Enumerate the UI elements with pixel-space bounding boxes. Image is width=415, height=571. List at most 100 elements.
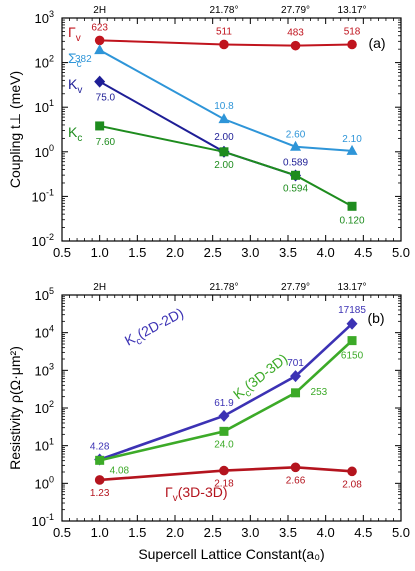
y-tick-label: 100 — [35, 143, 54, 160]
x-tick-label: 3.5 — [279, 525, 297, 540]
y-axis-title: Resistivity ρ(Ω·μm²) — [7, 346, 23, 470]
panel-a: 0.5 1.0 1.5 2.0 2.5 3.0 3.5 4.0 4.5 5.0 10-2 10-1 10… — [7, 5, 410, 260]
series-name-label: Σc — [68, 50, 82, 70]
y-tick-label: 10-2 — [32, 232, 54, 249]
series--v: 623 511 483 518 Γv — [68, 22, 361, 51]
y-axis-title: Coupling t⊥ (meV) — [7, 71, 23, 188]
data-label: 2.00 — [214, 132, 234, 143]
x-tick-label: 1.0 — [91, 245, 109, 260]
data-point — [94, 75, 106, 88]
data-label: 6150 — [341, 351, 364, 362]
series--c: 382 10.8 2.60 2.10 Σc — [68, 44, 362, 155]
x-tick-label: 1.0 — [91, 525, 109, 540]
data-label: 2.18 — [214, 479, 234, 490]
top-axis-label: 13.17° — [338, 5, 367, 16]
series-name-label: Γv(3D-3D) — [165, 484, 228, 504]
data-point — [290, 370, 302, 383]
data-point — [95, 455, 105, 465]
data-label: 0.594 — [283, 183, 308, 194]
y-tick-label: 103 — [35, 9, 54, 26]
data-label: 24.0 — [214, 439, 234, 450]
series--v-3d-3d-: 1.23 2.18 2.66 2.08 Γv(3D-3D) — [90, 462, 362, 504]
data-label: 382 — [75, 54, 92, 65]
data-point — [347, 336, 357, 346]
y-tick-label: 105 — [35, 286, 54, 303]
x-tick-label: 2.5 — [204, 525, 222, 540]
x-tick-label: 1.5 — [128, 245, 146, 260]
data-point — [347, 466, 357, 477]
data-point — [346, 144, 358, 155]
x-tick-label: 4.5 — [354, 525, 372, 540]
series-line — [99, 339, 353, 462]
y-tick-label: 100 — [35, 474, 54, 491]
x-tick-label: 4.0 — [317, 245, 335, 260]
data-label: 7.60 — [96, 137, 116, 148]
x-tick-label: 0.5 — [53, 245, 71, 260]
top-axis-label: 27.79° — [281, 282, 310, 293]
data-point — [291, 170, 301, 180]
panel-label: (b) — [367, 310, 384, 326]
data-label: 75.0 — [96, 93, 116, 104]
data-label: 701 — [287, 358, 304, 369]
data-label: 0.120 — [340, 215, 365, 226]
x-tick-label: 5.0 — [392, 245, 410, 260]
x-tick-label: 3.0 — [241, 525, 259, 540]
data-point — [94, 475, 105, 485]
series-line — [99, 39, 353, 47]
series-line — [99, 49, 353, 152]
data-point — [218, 409, 230, 422]
data-label: 4.28 — [90, 442, 110, 453]
y-tick-label: 10-1 — [32, 187, 54, 204]
data-point — [95, 121, 105, 131]
data-label: 483 — [287, 28, 304, 39]
plot-frame — [61, 17, 402, 242]
series-line — [99, 466, 353, 482]
data-point — [94, 35, 105, 46]
series-name-label: Kc(3D-3D) — [230, 350, 293, 405]
data-label: 623 — [91, 22, 108, 33]
data-label: 2.60 — [286, 130, 306, 141]
x-tick-label: 4.5 — [354, 245, 372, 260]
x-tick-label: 3.0 — [241, 245, 259, 260]
data-label: 1.23 — [90, 488, 110, 499]
data-point — [346, 317, 358, 330]
data-point — [219, 39, 229, 50]
x-tick-label: 2.5 — [204, 245, 222, 260]
panel-label: (a) — [368, 35, 385, 51]
data-label: 2.66 — [286, 475, 306, 486]
y-tick-label: 103 — [35, 361, 54, 378]
top-axis-label: 27.79° — [281, 5, 310, 16]
data-point — [290, 462, 301, 473]
series-line — [99, 124, 353, 208]
data-label: 511 — [216, 26, 232, 37]
top-axis-label: 2H — [93, 5, 106, 16]
x-tick-label: 2.0 — [166, 245, 184, 260]
data-point — [218, 113, 230, 124]
top-axis-label: 13.17° — [338, 282, 367, 293]
data-label: 518 — [344, 26, 361, 37]
series-line — [99, 80, 296, 177]
y-tick-label: 102 — [35, 54, 54, 71]
data-point — [219, 465, 229, 476]
x-tick-label: 0.5 — [53, 525, 71, 540]
series-name-label: Kc — [68, 124, 82, 144]
data-label: 253 — [311, 387, 328, 398]
data-label: 4.08 — [110, 465, 130, 476]
data-label: 17185 — [338, 305, 366, 316]
data-label: 2.08 — [342, 479, 362, 490]
panel-b: 0.5 1.0 1.5 2.0 2.5 3.0 3.5 4.0 4.5 5.0 10-1 100 101… — [7, 282, 410, 562]
data-point — [94, 44, 106, 55]
series-name-label: Kv — [68, 76, 82, 96]
top-axis-label: 21.78° — [209, 282, 238, 293]
y-tick-label: 101 — [35, 98, 54, 115]
data-point — [347, 39, 357, 50]
data-point — [290, 140, 302, 151]
y-tick-label: 104 — [35, 324, 54, 341]
data-point — [219, 147, 229, 157]
y-tick-label: 10-1 — [32, 512, 54, 529]
series-line — [99, 322, 353, 461]
data-label: 0.589 — [283, 157, 308, 168]
x-tick-label: 1.5 — [128, 525, 146, 540]
series-name-label: Kc(2D-2D) — [122, 304, 188, 352]
